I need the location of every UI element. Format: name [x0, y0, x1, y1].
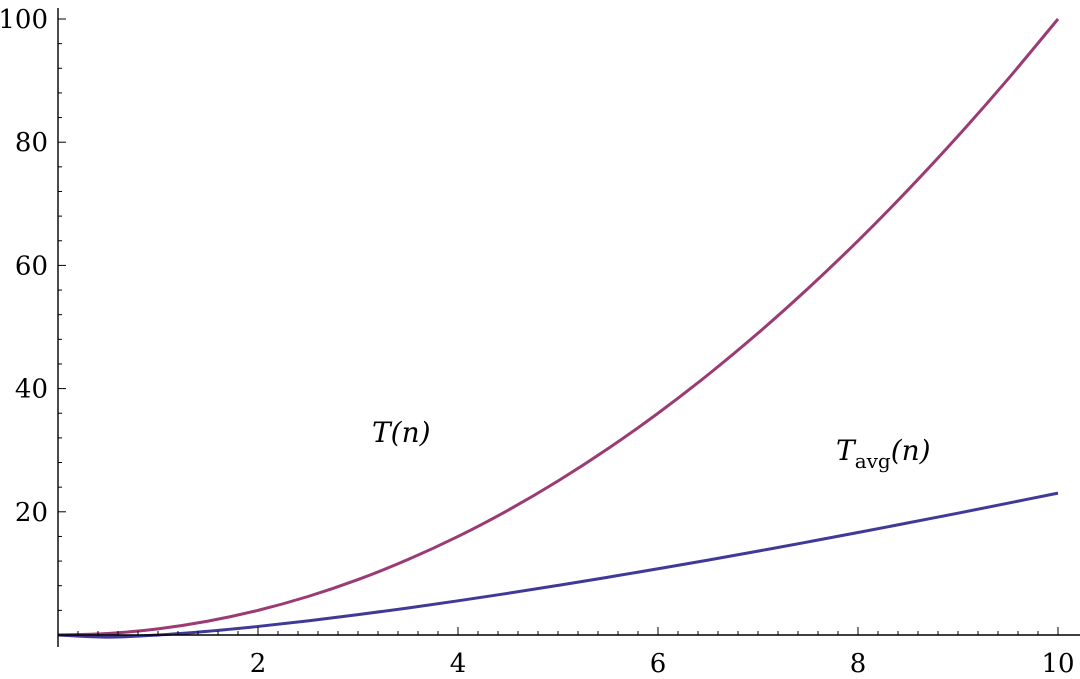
y-axis: 20 40 60 80 100	[0, 5, 66, 635]
x-tick-label: 6	[650, 649, 667, 679]
x-tick-label: 2	[250, 649, 267, 679]
x-tick-label: 8	[850, 649, 867, 679]
series-curves	[57, 18, 1060, 639]
x-tick-label: 10	[1041, 649, 1074, 679]
y-tick-label: 100	[0, 5, 48, 35]
series-line-tavg	[57, 491, 1059, 639]
x-axis: 2 4 6 8 10	[57, 627, 1080, 679]
y-tick-label: 20	[15, 498, 48, 528]
y-tick-label: 40	[15, 375, 48, 405]
y-tick-label: 60	[15, 251, 48, 281]
plot-area: 20 40 60 80 100 2 4 6 8 10	[0, 5, 1080, 679]
series-label-tavg: Tavg(n)	[836, 434, 931, 473]
series-label-tavg-tail: (n)	[891, 434, 931, 467]
series-line-t	[57, 18, 1060, 637]
series-label-tavg-sub: avg	[855, 449, 891, 473]
y-tick-label: 80	[15, 128, 48, 158]
x-tick-label: 4	[450, 649, 467, 679]
series-label-tavg-main: T	[836, 434, 857, 467]
series-label-t: T(n)	[372, 416, 431, 449]
